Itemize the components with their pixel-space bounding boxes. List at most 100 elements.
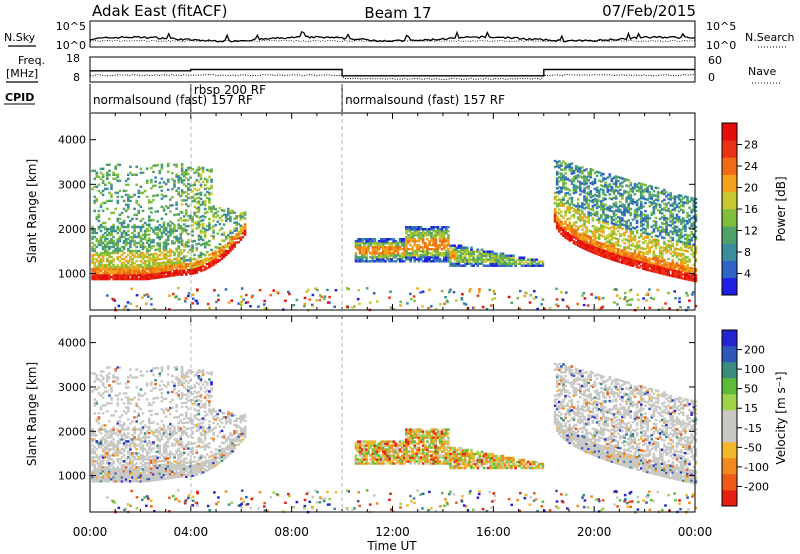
- power-cell: [640, 184, 643, 188]
- velocity-cell: [139, 440, 143, 443]
- power-cell: [692, 207, 696, 210]
- power-cell: [432, 244, 435, 247]
- power-cell: [658, 209, 662, 213]
- power-cell: [415, 246, 419, 249]
- power-cell: [451, 248, 454, 251]
- power-cell: [403, 252, 406, 255]
- power-cell: [118, 221, 122, 225]
- power-cell: [133, 225, 136, 229]
- power-cell: [595, 174, 599, 178]
- power-cell: [185, 195, 188, 198]
- velocity-cell: [101, 470, 105, 473]
- velocity-cell: [91, 476, 94, 479]
- power-cell: [621, 213, 624, 216]
- power-cell: [614, 255, 618, 258]
- velocity-cell: [101, 466, 105, 469]
- velocity-cell: [101, 474, 105, 477]
- power-cell: [148, 215, 151, 218]
- power-cell: [129, 257, 132, 261]
- power-cell: [131, 235, 134, 239]
- power-cell: [470, 262, 473, 265]
- power-cell: [616, 260, 620, 263]
- power-cell: [625, 178, 628, 181]
- velocity-cell: [137, 476, 141, 479]
- power-cell: [589, 244, 593, 247]
- power-cell: [637, 298, 640, 302]
- power-cell: [621, 205, 624, 208]
- power-cell: [173, 163, 176, 167]
- power-cell: [597, 237, 601, 241]
- power-cell: [640, 254, 643, 258]
- power-cell: [101, 251, 105, 255]
- power-cell: [566, 205, 569, 209]
- velocity-cell: [135, 480, 138, 483]
- velocity-cell: [129, 454, 132, 457]
- velocity-cell: [108, 480, 111, 483]
- power-cell: [572, 183, 576, 187]
- power-cell: [558, 218, 561, 221]
- velocity-cell: [103, 386, 107, 389]
- velocity-cell: [116, 376, 120, 379]
- power-cell: [472, 250, 475, 253]
- power-cell: [566, 209, 569, 213]
- power-cell: [581, 218, 584, 221]
- power-cell: [135, 255, 138, 259]
- power-cell: [417, 254, 421, 257]
- power-cell: [133, 275, 136, 279]
- power-cell: [480, 254, 484, 257]
- power-cell: [411, 248, 414, 251]
- power-cell: [472, 260, 475, 263]
- power-cell: [572, 234, 576, 237]
- power-cell: [185, 199, 188, 202]
- power-cell: [405, 230, 408, 233]
- velocity-cell: [118, 450, 122, 453]
- power-cell: [564, 164, 567, 167]
- velocity-cell: [91, 428, 94, 431]
- power-cell: [206, 267, 209, 270]
- power-cell: [474, 262, 477, 265]
- power-cell: [489, 304, 493, 307]
- power-cell: [162, 271, 166, 274]
- power-cell: [143, 273, 147, 277]
- power-cell: [633, 263, 637, 266]
- power-cell: [214, 215, 217, 219]
- power-cell: [197, 266, 201, 270]
- power-cell: [635, 229, 639, 233]
- power-cell: [694, 229, 698, 233]
- power-cell: [129, 243, 132, 247]
- power-cell: [131, 249, 134, 253]
- power-cell: [129, 255, 132, 259]
- velocity-cell: [106, 456, 109, 459]
- power-cell: [658, 211, 662, 215]
- velocity-cell: [99, 394, 103, 397]
- velocity-cell: [122, 466, 126, 469]
- power-cell: [652, 228, 656, 231]
- power-cell: [150, 265, 153, 268]
- power-cell: [114, 271, 117, 275]
- power-cell: [175, 239, 178, 243]
- power-cell: [654, 238, 658, 242]
- power-cell: [581, 294, 584, 297]
- velocity-cell: [101, 428, 105, 431]
- power-cell: [421, 228, 425, 231]
- power-cell: [407, 258, 410, 261]
- power-cell: [445, 244, 448, 247]
- power-cell: [587, 203, 590, 206]
- power-cell: [239, 230, 243, 233]
- velocity-cell: [110, 432, 113, 435]
- power-cell: [143, 229, 147, 233]
- power-cell: [193, 271, 196, 275]
- power-cell: [419, 258, 423, 261]
- power-cell: [614, 253, 618, 256]
- power-cell: [673, 263, 677, 266]
- power-cell: [122, 199, 126, 203]
- power-cell: [690, 273, 693, 276]
- power-cell: [445, 230, 448, 233]
- power-cell: [388, 246, 391, 249]
- power-cell: [361, 248, 364, 251]
- power-cell: [199, 237, 203, 241]
- power-cell: [635, 265, 639, 269]
- power-cell: [203, 201, 207, 205]
- power-cell: [162, 225, 166, 228]
- power-cell: [158, 185, 162, 189]
